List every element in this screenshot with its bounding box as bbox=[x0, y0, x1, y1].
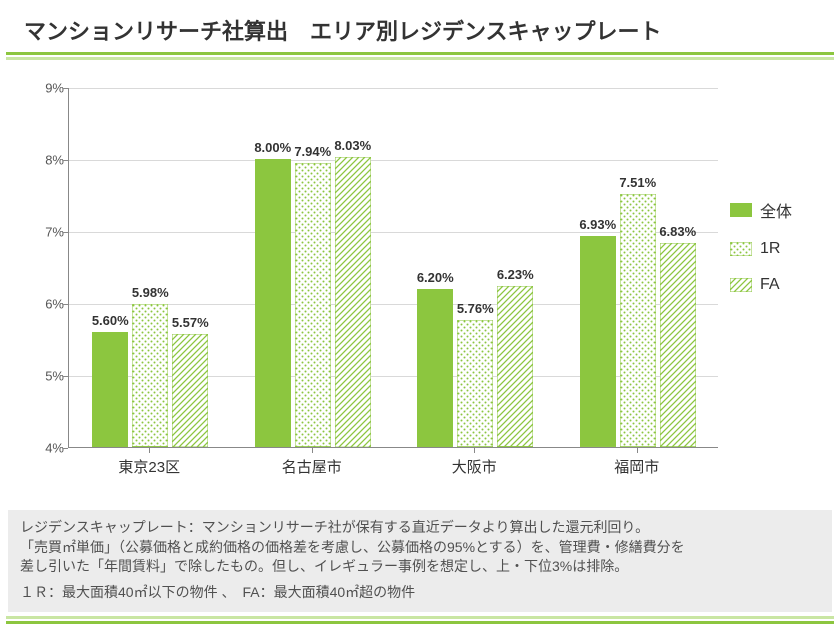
bar bbox=[172, 334, 208, 447]
y-tick-mark bbox=[63, 160, 68, 161]
y-tick-label: 7% bbox=[34, 225, 64, 240]
y-tick-label: 8% bbox=[34, 153, 64, 168]
x-tick-mark bbox=[637, 448, 638, 453]
y-tick-label: 5% bbox=[34, 369, 64, 384]
legend-swatch bbox=[730, 242, 752, 256]
bar-value-label: 6.83% bbox=[648, 224, 708, 239]
bar-value-label: 6.23% bbox=[485, 267, 545, 282]
bar-value-label: 5.60% bbox=[80, 313, 140, 328]
rule-light bbox=[6, 616, 834, 619]
bar bbox=[295, 163, 331, 447]
bar-value-label: 6.93% bbox=[568, 217, 628, 232]
x-category-label: 名古屋市 bbox=[242, 456, 382, 477]
bar-value-label: 5.57% bbox=[160, 315, 220, 330]
title-area: マンションリサーチ社算出 エリア別レジデンスキャップレート bbox=[0, 0, 840, 52]
legend: 全体 1R FA bbox=[730, 198, 816, 312]
x-tick-mark bbox=[312, 448, 313, 453]
rule-dark bbox=[6, 52, 834, 55]
legend-label: 1R bbox=[760, 240, 780, 258]
page-title: マンションリサーチ社算出 エリア別レジデンスキャップレート bbox=[24, 14, 816, 46]
bar bbox=[497, 286, 533, 447]
y-tick-label: 4% bbox=[34, 441, 64, 456]
legend-label: 全体 bbox=[760, 198, 792, 222]
x-tick-mark bbox=[149, 448, 150, 453]
legend-label: FA bbox=[760, 276, 780, 294]
footnote: レジデンスキャップレート：マンションリサーチ社が保有する直近データより算出した還… bbox=[8, 510, 832, 612]
footnote-line: 「売買㎡単価」（公募価格と成約価格の価格差を考慮し、公募価格の95%とする）を、… bbox=[20, 538, 820, 558]
x-category-label: 大阪市 bbox=[404, 456, 544, 477]
rule-dark bbox=[6, 621, 834, 624]
footnote-defs: １Ｒ：最大面積40㎡以下の物件 、 FA：最大面積40㎡超の物件 bbox=[20, 583, 820, 603]
grid-line bbox=[69, 88, 718, 89]
bar-value-label: 5.98% bbox=[120, 285, 180, 300]
y-tick-mark bbox=[63, 448, 68, 449]
bar-value-label: 8.03% bbox=[323, 138, 383, 153]
bar-value-label: 6.20% bbox=[405, 270, 465, 285]
y-tick-label: 6% bbox=[34, 297, 64, 312]
bar-value-label: 5.76% bbox=[445, 301, 505, 316]
rule-light bbox=[6, 57, 834, 60]
footnote-line: レジデンスキャップレート：マンションリサーチ社が保有する直近データより算出した還… bbox=[20, 518, 820, 538]
bar bbox=[457, 320, 493, 447]
x-category-label: 東京23区 bbox=[79, 456, 219, 477]
footnote-line: 差し引いた「年間賃料」で除したもの。但し、イレギュラー事例を想定し、上・下位3%… bbox=[20, 557, 820, 577]
y-tick-mark bbox=[63, 88, 68, 89]
y-tick-label: 9% bbox=[34, 81, 64, 96]
y-tick-mark bbox=[63, 304, 68, 305]
y-tick-mark bbox=[63, 232, 68, 233]
bar bbox=[580, 236, 616, 447]
bar-value-label: 7.51% bbox=[608, 175, 668, 190]
grid-line bbox=[69, 160, 718, 161]
bar bbox=[660, 243, 696, 447]
legend-swatch bbox=[730, 278, 752, 292]
x-tick-mark bbox=[474, 448, 475, 453]
chart: 5.60%5.98%5.57%8.00%7.94%8.03%6.20%5.76%… bbox=[24, 78, 816, 498]
bottom-rule-stack bbox=[6, 616, 834, 626]
legend-item: 全体 bbox=[730, 198, 816, 222]
legend-item: FA bbox=[730, 276, 816, 294]
top-rule-stack bbox=[0, 52, 840, 60]
y-tick-mark bbox=[63, 376, 68, 377]
bar bbox=[255, 159, 291, 447]
legend-swatch bbox=[730, 203, 752, 217]
bar bbox=[335, 157, 371, 447]
plot-area: 5.60%5.98%5.57%8.00%7.94%8.03%6.20%5.76%… bbox=[68, 88, 718, 448]
bar bbox=[92, 332, 128, 447]
legend-item: 1R bbox=[730, 240, 816, 258]
x-category-label: 福岡市 bbox=[567, 456, 707, 477]
